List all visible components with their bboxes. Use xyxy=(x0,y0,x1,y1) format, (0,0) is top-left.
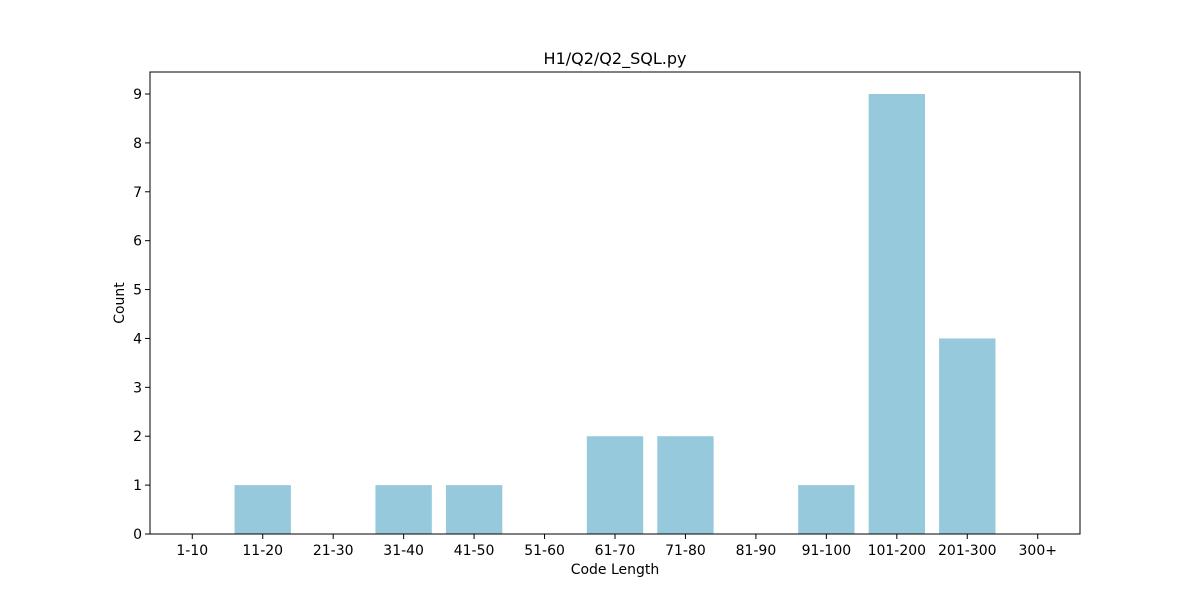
bar-11-20 xyxy=(234,485,291,534)
y-tick-label: 4 xyxy=(133,331,142,347)
x-tick-label: 41-50 xyxy=(454,543,495,559)
y-tick-label: 3 xyxy=(133,380,142,396)
x-tick-label: 11-20 xyxy=(242,543,283,559)
x-tick-label: 101-200 xyxy=(868,543,927,559)
y-axis-label: Count xyxy=(112,282,128,324)
bar-101-200 xyxy=(868,94,925,534)
x-tick-label: 300+ xyxy=(1019,543,1057,559)
y-tick-label: 5 xyxy=(133,283,142,299)
x-tick-label: 201-300 xyxy=(938,543,997,559)
x-tick-label: 71-80 xyxy=(665,543,706,559)
bar-41-50 xyxy=(445,485,503,534)
bars-group xyxy=(234,94,996,534)
y-tick-label: 9 xyxy=(133,87,142,103)
x-tick-label: 51-60 xyxy=(524,543,565,559)
y-tick-label: 0 xyxy=(133,527,142,543)
y-axis: 0 1 2 3 4 5 6 7 8 9 xyxy=(133,87,150,543)
x-tick-label: 31-40 xyxy=(383,543,424,559)
y-tick-label: 6 xyxy=(133,234,142,250)
bar-91-100 xyxy=(798,485,855,534)
y-tick-label: 7 xyxy=(133,185,142,201)
x-tick-label: 61-70 xyxy=(595,543,636,559)
x-axis-label: Code Length xyxy=(571,562,660,578)
bar-31-40 xyxy=(375,485,432,534)
bar-201-300 xyxy=(939,338,996,534)
x-tick-label: 21-30 xyxy=(313,543,354,559)
x-tick-label: 1-10 xyxy=(176,543,208,559)
chart-title: H1/Q2/Q2_SQL.py xyxy=(544,49,687,69)
x-axis: 1-10 11-20 21-30 31-40 41-50 51-60 61-70 71-80 8… xyxy=(176,534,1057,559)
bar-61-70 xyxy=(586,436,644,534)
x-tick-label: 91-100 xyxy=(802,543,852,559)
bar-71-80 xyxy=(657,436,714,534)
y-tick-label: 8 xyxy=(133,136,142,152)
y-tick-label: 1 xyxy=(133,478,142,494)
x-tick-label: 81-90 xyxy=(736,543,777,559)
y-tick-label: 2 xyxy=(133,429,142,445)
